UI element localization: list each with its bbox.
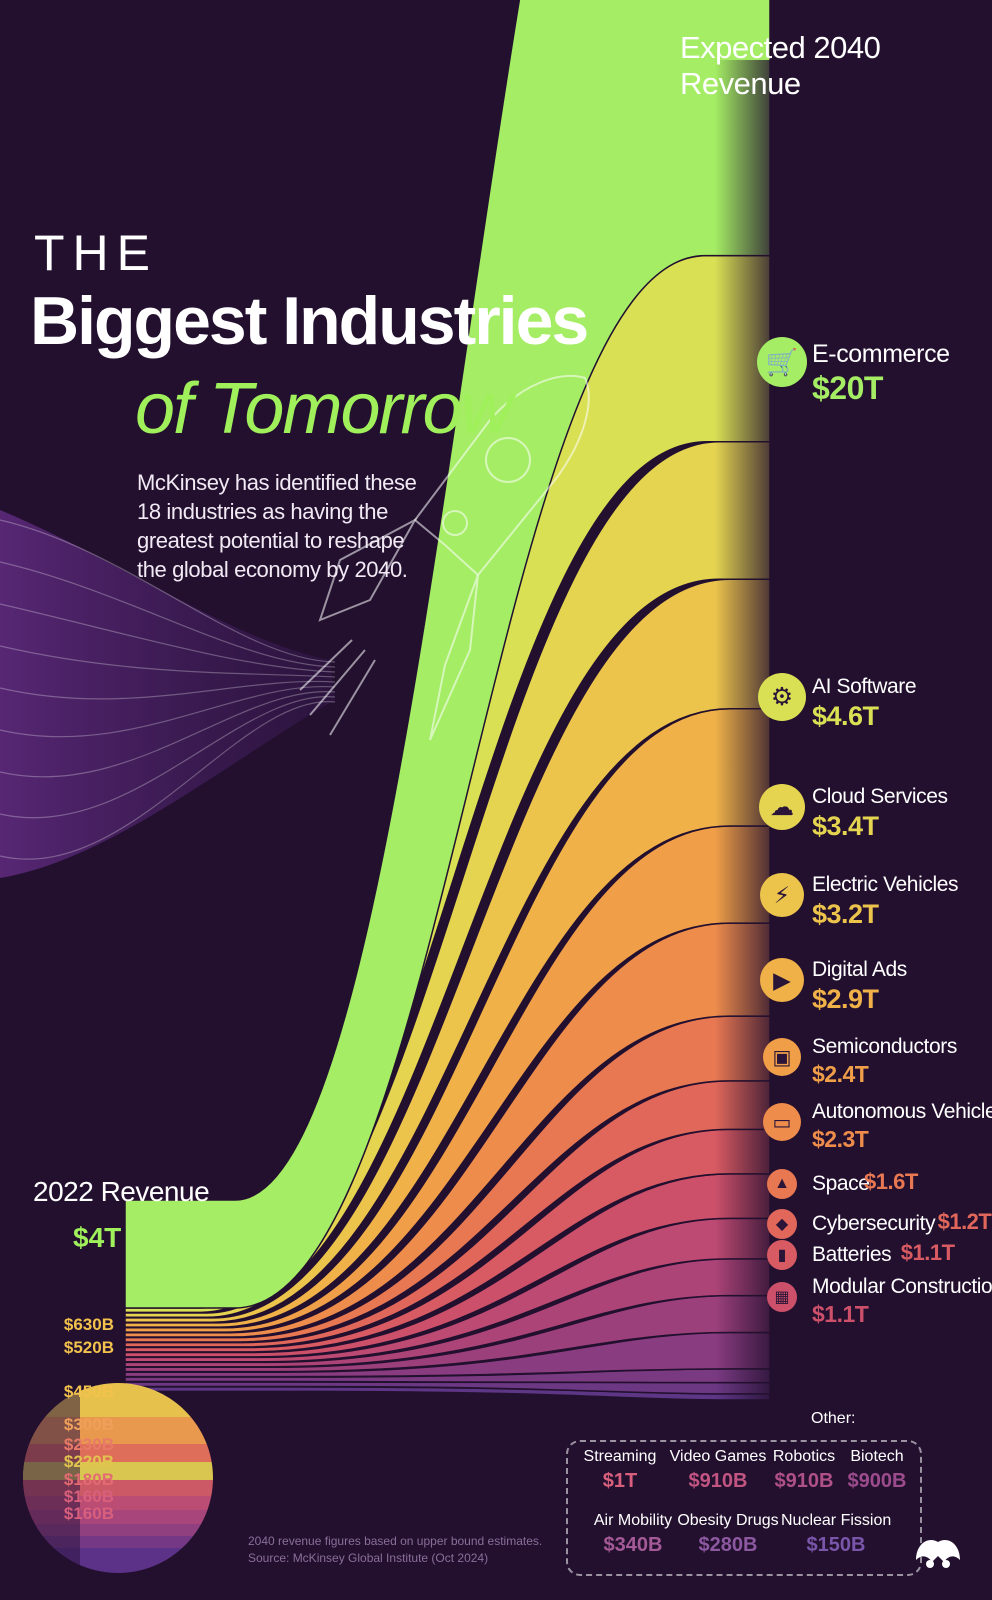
expected-2040-header: Expected 2040 Revenue [680, 30, 881, 101]
industry-value-2040: $1.2T [937, 1209, 992, 1234]
revenue-2022-ecommerce-value: $4T [73, 1222, 122, 1253]
other-item-value: $900B [847, 1470, 907, 1492]
industry-value-2040: $2.3T [812, 1126, 869, 1152]
battery-icon: ▮ [767, 1240, 797, 1270]
industry-name: E-commerce [812, 340, 950, 368]
intro-text: McKinsey has identified these 18 industr… [137, 470, 417, 582]
rocket-trail [0, 510, 336, 878]
revenue-2022-label: 2022 Revenue [33, 1176, 210, 1207]
industry-name: Space [812, 1172, 870, 1195]
industry-name: Autonomous Vehicles [812, 1100, 992, 1123]
other-item-name: Biotech [850, 1448, 904, 1465]
other-item-name: Video Games [669, 1448, 767, 1465]
industry-value-2040: $1.6T [864, 1169, 918, 1194]
footnote-source: Source: McKinsey Global Institute (Oct 2… [248, 1551, 489, 1565]
chip-icon: ▣ [763, 1038, 801, 1076]
industry-name: Cloud Services [812, 785, 948, 808]
other-item-name: Nuclear Fission [781, 1512, 892, 1529]
other-item-value: $280B [698, 1534, 758, 1556]
revenue-2022-value: $520B [63, 1338, 114, 1357]
brand-logo-icon [916, 1540, 960, 1568]
industry-name: Cybersecurity [812, 1212, 936, 1235]
band-e-commerce [124, 0, 771, 1309]
other-industries-box [566, 1440, 922, 1576]
other-item-value: $150B [806, 1534, 866, 1556]
page-subtitle: of Tomorrow [135, 369, 512, 449]
revenue-2022-value: $220B [63, 1452, 114, 1471]
car-icon: ▭ [763, 1103, 801, 1141]
lightning-icon: ⚡ [760, 873, 804, 917]
industry-value-2040: $3.4T [812, 811, 879, 841]
industry-value-2040: $4.6T [812, 701, 879, 731]
rocket-illustration [299, 374, 590, 741]
other-item-name: Robotics [772, 1448, 836, 1465]
footnote: 2040 revenue figures based on upper boun… [248, 1533, 542, 1567]
revenue-2022-value: $230B [63, 1435, 114, 1454]
industry-name: Digital Ads [812, 958, 907, 981]
fade-overlay [715, 60, 785, 1430]
industry-value-2040: $2.9T [812, 984, 879, 1014]
industry-name: Batteries [812, 1243, 892, 1266]
other-title: Other: [811, 1410, 856, 1427]
rocket-icon: ▲ [767, 1169, 797, 1199]
industry-value-2040: $3.2T [812, 899, 879, 929]
revenue-2022-value: $300B [63, 1415, 114, 1434]
industry-name: Modular Construction [812, 1275, 992, 1298]
industry-value-2040: $2.4T [812, 1061, 869, 1087]
revenue-2022-value: $160B [63, 1487, 114, 1506]
other-item-name: Streaming [583, 1448, 657, 1465]
other-item-value: $340B [603, 1534, 663, 1556]
industry-name: Semiconductors [812, 1035, 957, 1058]
title-the: THE [34, 225, 158, 281]
industry-value-2040: $20T [812, 370, 883, 406]
revenue-2022-value: $450B [63, 1382, 114, 1401]
industry-value-2040: $1.1T [812, 1301, 869, 1327]
industry-value-2040: $1.1T [900, 1240, 955, 1265]
page-title: Biggest Industries [30, 283, 589, 359]
megaphone-icon: ▶ [760, 958, 804, 1002]
industry-bands [124, 0, 771, 1401]
shield-icon: ◆ [767, 1209, 797, 1239]
revenue-2022-value: $180B [63, 1470, 114, 1489]
footnote-estimate: 2040 revenue figures based on upper boun… [248, 1534, 543, 1548]
revenue-2022-value: $630B [63, 1315, 114, 1334]
industry-name: AI Software [812, 675, 917, 698]
building-icon: ▦ [767, 1282, 797, 1312]
industry-name: Electric Vehicles [812, 873, 959, 896]
cloud-icon: ☁ [759, 784, 805, 830]
other-item-name: Obesity Drugs [677, 1512, 779, 1529]
revenue-2022-value: $160B [63, 1504, 114, 1523]
other-item-name: Air Mobility [593, 1512, 673, 1529]
other-item-value: $910B [688, 1470, 748, 1492]
robot-icon: ⚙ [758, 673, 806, 721]
other-item-value: $1T [602, 1470, 638, 1492]
other-item-value: $910B [774, 1470, 834, 1492]
shopping-cart-icon: 🛒 [757, 337, 807, 387]
